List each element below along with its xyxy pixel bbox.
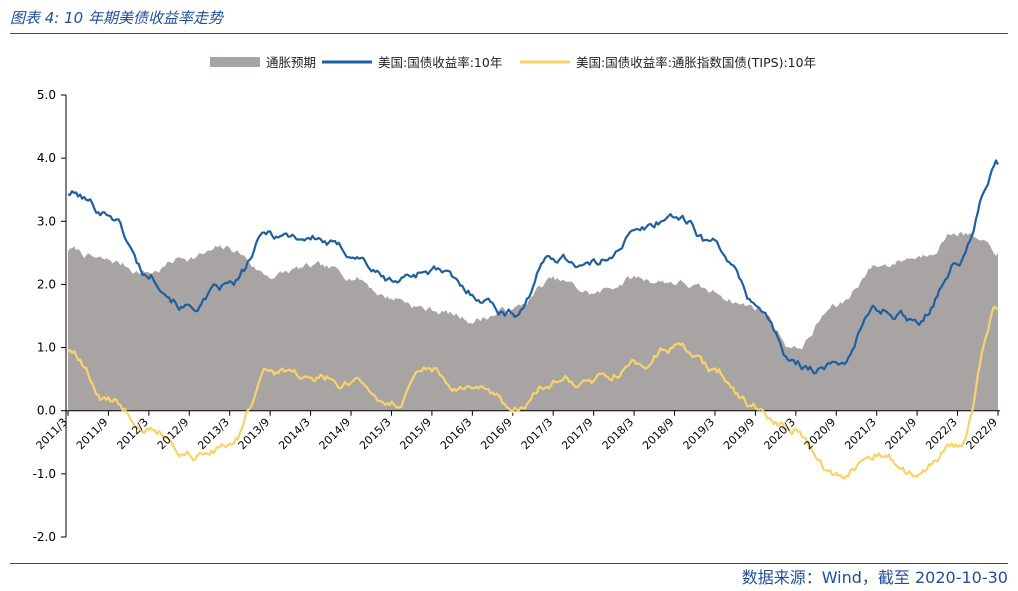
legend-label-nominal: 美国:国债收益率:10年: [378, 55, 502, 70]
x-tick-label: 2016/9: [478, 416, 515, 453]
y-tick-label: -1.0: [33, 467, 56, 481]
legend: 通胀预期 美国:国债收益率:10年 美国:国债收益率:通胀指数国债(TIPS):…: [210, 55, 816, 70]
nominal-yield-line: [67, 159, 999, 375]
x-tick-label: 2020/9: [802, 416, 839, 453]
x-tick-label: 2018/9: [640, 416, 677, 453]
breakeven-area: [68, 232, 998, 411]
x-tick-label: 2017/3: [519, 416, 556, 453]
x-tick-label: 2021/3: [842, 416, 879, 453]
x-tick-label: 2019/3: [681, 416, 718, 453]
top-divider: [10, 33, 1008, 34]
y-tick-label: 5.0: [37, 88, 56, 102]
y-tick-label: 2.0: [37, 277, 56, 291]
figure-caption: 图表 4: 10 年期美债收益率走势: [10, 9, 223, 27]
x-tick-label: 2011/9: [74, 416, 111, 453]
x-tick-label: 2016/3: [438, 416, 475, 453]
y-tick-label: -2.0: [33, 530, 56, 544]
x-tick-label: 2015/9: [397, 416, 434, 453]
x-tick-label: 2018/3: [600, 416, 637, 453]
series-lines-layer: [67, 159, 999, 480]
y-tick-label: 0.0: [37, 404, 56, 418]
x-tick-label: 2021/9: [883, 416, 920, 453]
x-tick-label: 2011/3: [34, 416, 71, 453]
x-tick-label: 2014/9: [317, 416, 354, 453]
y-tick-labels: 5.0 4.0 3.0 2.0 1.0 0.0 -1.0 -2.0: [33, 88, 56, 544]
legend-label-breakeven: 通胀预期: [266, 55, 316, 70]
x-tick-label: 2015/3: [357, 416, 394, 453]
x-tick-label: 2017/9: [559, 416, 596, 453]
yield-chart: 通胀预期 美国:国债收益率:10年 美国:国债收益率:通胀指数国债(TIPS):…: [33, 55, 1001, 544]
legend-label-tips: 美国:国债收益率:通胀指数国债(TIPS):10年: [576, 55, 816, 70]
axes: [61, 94, 1000, 538]
y-tick-label: 4.0: [37, 151, 56, 165]
x-tick-label: 2019/9: [721, 416, 758, 453]
legend-swatch-breakeven: [210, 57, 260, 67]
x-tick-label: 2013/9: [236, 416, 273, 453]
x-tick-label: 2014/3: [276, 416, 313, 453]
bottom-divider: [10, 563, 1008, 564]
x-tick-labels: 2011/3 2011/9 2012/3 2012/9 2013/3 2013/9 2014…: [34, 416, 1001, 453]
breakeven-area-layer: [68, 232, 998, 411]
y-tick-label: 3.0: [37, 214, 56, 228]
data-source-note: 数据来源：Wind，截至 2020-10-30: [741, 568, 1008, 587]
y-tick-label: 1.0: [37, 341, 56, 355]
tips-yield-line: [67, 305, 999, 480]
